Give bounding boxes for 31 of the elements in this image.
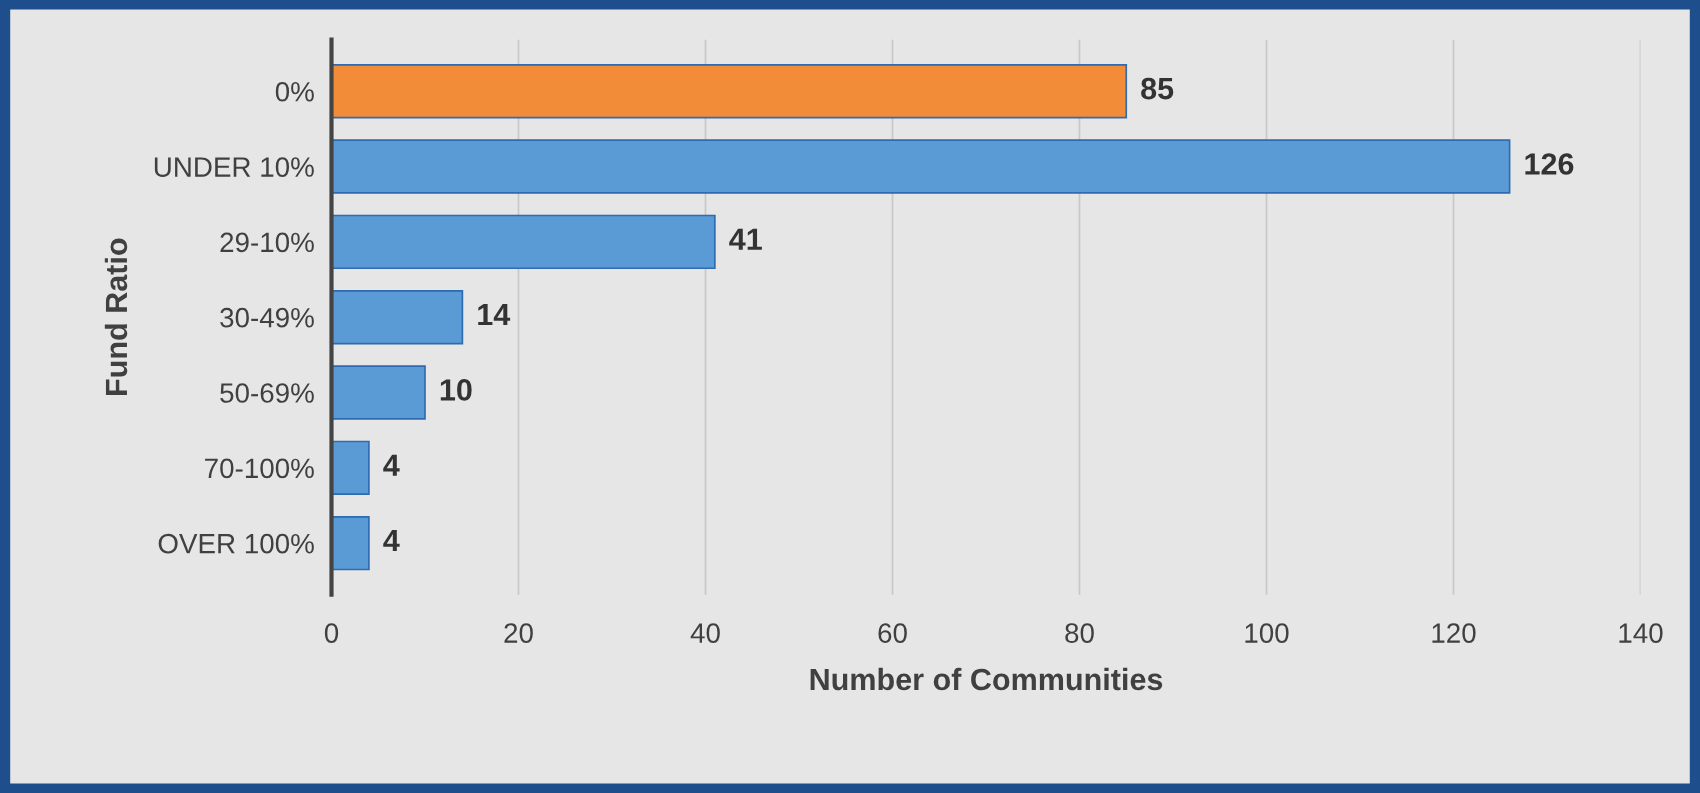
y-tick-label: 30-49% — [220, 307, 314, 328]
bar — [331, 515, 370, 571]
x-tick-label: 0 — [324, 623, 339, 643]
x-tick-label: 100 — [1245, 623, 1289, 643]
x-axis-title: Number of Communities — [810, 667, 1163, 691]
y-tick-label: UNDER 10% — [154, 157, 314, 177]
bar — [331, 365, 426, 420]
bar — [331, 139, 1511, 194]
x-tick-label: 120 — [1432, 623, 1476, 643]
y-tick-label: 50-69% — [220, 383, 314, 403]
x-tick-label: 140 — [1619, 623, 1663, 643]
data-label: 4 — [383, 530, 400, 552]
x-tick-label: 80 — [1065, 623, 1094, 643]
data-label: 126 — [1525, 153, 1574, 175]
y-tick-label: 0% — [275, 81, 314, 102]
y-tick-label: 70-100% — [205, 458, 314, 479]
bar — [331, 290, 464, 345]
bar — [331, 64, 1128, 119]
bar — [331, 440, 370, 496]
x-tick-label: 20 — [504, 623, 533, 643]
bar — [331, 214, 716, 270]
data-label: 85 — [1141, 77, 1174, 100]
data-label: 14 — [478, 304, 511, 326]
y-axis-title: Fund Ratio — [104, 238, 128, 395]
x-tick-label: 40 — [690, 623, 720, 643]
y-tick-label: 29-10% — [220, 232, 314, 253]
data-label: 10 — [440, 379, 472, 401]
data-label: 4 — [383, 454, 400, 476]
y-tick-label: OVER 100% — [158, 533, 314, 554]
data-label: 41 — [729, 228, 762, 250]
x-tick-label: 60 — [878, 623, 907, 643]
